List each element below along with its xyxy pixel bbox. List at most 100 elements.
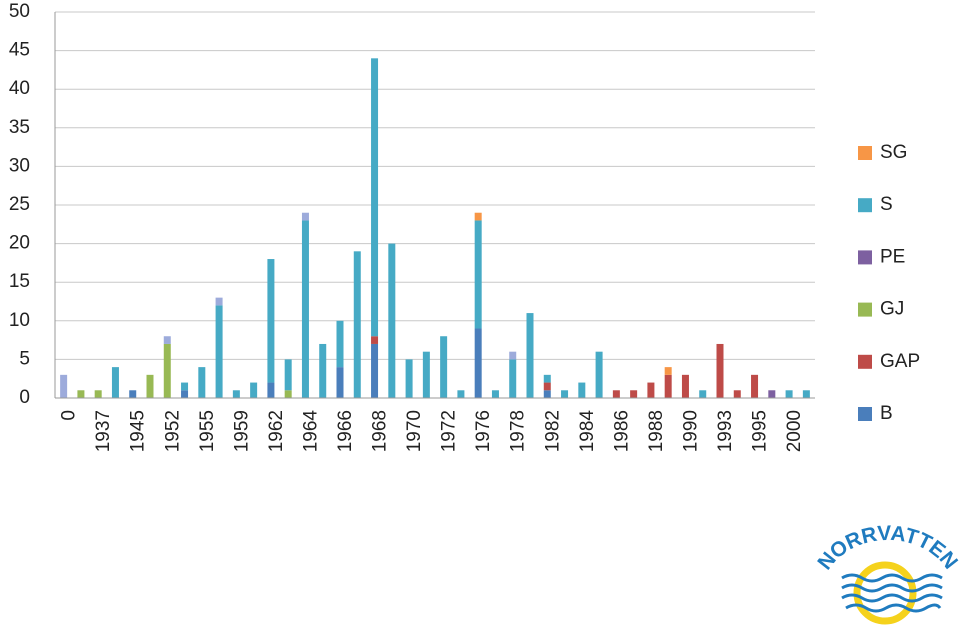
- bar-segment: [733, 390, 741, 398]
- bar-segment: [181, 390, 189, 398]
- x-tick-label: 1976: [473, 410, 494, 452]
- bar-segment: [215, 297, 223, 306]
- bar-segment: [215, 305, 223, 398]
- bar-segment: [319, 343, 327, 398]
- y-tick-label: 20: [9, 233, 30, 254]
- bar-segment: [336, 367, 344, 398]
- bar-segment: [664, 374, 672, 398]
- legend-label: GJ: [880, 299, 904, 320]
- legend-label: SG: [880, 142, 907, 163]
- bar-segment: [595, 351, 603, 398]
- bar-segment: [664, 367, 672, 375]
- bar-segment: [371, 336, 379, 344]
- x-tick-label: 1964: [300, 410, 321, 453]
- x-tick-label: 1955: [197, 410, 218, 452]
- bar-segment: [405, 359, 413, 398]
- bar-segment: [681, 374, 689, 398]
- x-tick-label: 1990: [680, 410, 701, 452]
- x-tick-label: 1937: [93, 410, 114, 452]
- x-tick-label: 2000: [784, 410, 805, 452]
- bar-segment: [751, 374, 759, 398]
- y-tick-label: 45: [9, 40, 30, 61]
- legend-label: B: [880, 403, 893, 424]
- legend-label: GAP: [880, 351, 920, 372]
- bar-segment: [647, 382, 655, 398]
- x-tick-label: 1984: [577, 410, 598, 453]
- bar-segment: [181, 382, 189, 391]
- x-tick-label: 1995: [750, 410, 771, 452]
- bar-segment: [94, 390, 102, 398]
- bar-segment: [561, 390, 569, 398]
- bar-segment: [77, 390, 85, 398]
- x-tick-label: 1945: [128, 410, 149, 452]
- bar-segment: [284, 390, 292, 398]
- bar-segment: [388, 243, 396, 398]
- bar-segment: [474, 212, 482, 221]
- bar-segment: [474, 328, 482, 398]
- x-tick-label: 1962: [266, 410, 287, 452]
- x-tick-label: 1966: [335, 410, 356, 452]
- x-tick-label: 1986: [611, 410, 632, 452]
- bar-segment: [301, 220, 309, 398]
- bar-segment: [163, 336, 171, 344]
- y-tick-label: 25: [9, 194, 30, 215]
- legend-key: [858, 146, 872, 160]
- bar-segment: [111, 367, 119, 398]
- bar-segment: [578, 382, 586, 398]
- y-tick-label: 10: [9, 310, 30, 331]
- x-tick-label: 1968: [370, 410, 391, 452]
- y-tick-label: 35: [9, 117, 30, 138]
- y-tick-label: 50: [9, 1, 30, 22]
- x-tick-label: 1952: [162, 410, 183, 452]
- bar-segment: [543, 374, 551, 383]
- bar-segment: [353, 251, 361, 398]
- bar-segment: [612, 390, 620, 398]
- bar-segment: [526, 313, 534, 398]
- bar-segment: [301, 212, 309, 221]
- legend-key: [858, 407, 872, 421]
- legend-key: [858, 250, 872, 265]
- x-tick-label: 1982: [542, 410, 563, 452]
- bar-segment: [422, 351, 430, 398]
- bar-segment: [146, 374, 154, 398]
- bar-segment: [543, 390, 551, 398]
- legend-key: [858, 198, 872, 213]
- y-tick-label: 40: [9, 78, 30, 99]
- x-tick-label: 1993: [715, 410, 736, 452]
- bar-segment: [630, 390, 638, 398]
- bar-segment: [267, 382, 275, 398]
- x-tick-label: 1959: [231, 410, 252, 452]
- legend-key: [858, 302, 872, 317]
- bar-segment: [785, 390, 793, 398]
- bar-segment: [371, 58, 379, 337]
- x-tick-label: 1978: [508, 410, 529, 452]
- bar-segment: [284, 359, 292, 391]
- x-tick-label: 1970: [404, 410, 425, 452]
- bar-segment: [457, 390, 465, 398]
- logo-ring: [853, 561, 917, 625]
- y-tick-label: 0: [19, 387, 30, 408]
- bar-segment: [336, 320, 344, 368]
- bar-segment: [198, 367, 206, 398]
- bar-segment: [474, 220, 482, 329]
- logo: NORRVATTEN: [813, 521, 960, 625]
- x-tick-label: 1972: [439, 410, 460, 452]
- x-tick-label: 0: [59, 410, 80, 421]
- bar-segment: [543, 382, 551, 391]
- bar-segment: [716, 343, 724, 398]
- bar-segment: [163, 343, 171, 398]
- bar-segment: [267, 259, 275, 383]
- bar-segment: [768, 390, 776, 398]
- bar-segment: [440, 336, 448, 398]
- y-tick-label: 30: [9, 155, 30, 176]
- bar-segment: [509, 359, 517, 398]
- bar-segment: [509, 351, 517, 360]
- bar-segment: [129, 390, 137, 398]
- y-tick-label: 15: [9, 271, 30, 292]
- bar-segment: [802, 390, 810, 398]
- legend-label: S: [880, 194, 893, 215]
- bar-segment: [371, 343, 379, 398]
- bar-segment: [250, 382, 258, 398]
- bar-segment: [491, 390, 499, 398]
